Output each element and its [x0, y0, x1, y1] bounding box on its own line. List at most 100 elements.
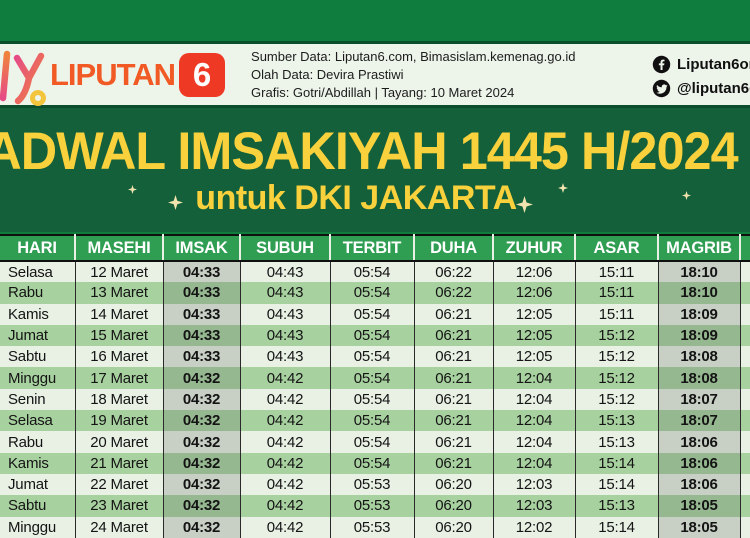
cell-terbit: 05:54 [330, 388, 415, 411]
star-icon [168, 195, 183, 210]
table-row: Senin 18 Maret 04:32 04:42 05:54 06:21 1… [0, 388, 750, 411]
page-subtitle: untuk DKI JAKARTA [195, 179, 517, 217]
cell-isya-partial [740, 282, 750, 303]
cell-duha: 06:22 [414, 282, 494, 304]
cell-zuhur: 12:06 [493, 261, 576, 283]
cell-subuh: 04:43 [240, 324, 331, 347]
liputan6-logo: LIPUTAN 6 [0, 44, 226, 106]
cell-hari: Minggu [0, 516, 76, 538]
cell-hari: Selasa [0, 261, 76, 283]
cell-masehi: 13 Maret [75, 282, 164, 304]
header-duha: DUHA [414, 234, 494, 262]
cell-masehi: 21 Maret [75, 452, 164, 474]
cell-terbit: 05:54 [330, 261, 415, 283]
table-row: Jumat 15 Maret 04:33 04:43 05:54 06:21 1… [0, 324, 750, 347]
cell-masehi: 15 Maret [75, 324, 164, 347]
cell-subuh: 04:42 [240, 431, 331, 453]
cell-duha: 06:21 [414, 303, 494, 325]
cell-imsak: 04:33 [163, 261, 241, 283]
imsakiyah-schedule-table: HARI MASEHI IMSAK SUBUH TERBIT DUHA ZUHU… [0, 234, 750, 538]
cell-imsak: 04:32 [163, 388, 241, 411]
cell-zuhur: 12:04 [493, 431, 576, 453]
table-row: Sabtu 16 Maret 04:33 04:43 05:54 06:21 1… [0, 346, 750, 368]
cell-zuhur: 12:04 [493, 410, 576, 432]
cell-terbit: 05:53 [330, 473, 415, 496]
cell-imsak: 04:33 [163, 324, 241, 347]
cell-masehi: 19 Maret [75, 410, 164, 432]
cell-duha: 06:21 [414, 388, 494, 411]
cell-zuhur: 12:05 [493, 346, 576, 368]
table-row: Rabu 13 Maret 04:33 04:43 05:54 06:22 12… [0, 282, 750, 304]
table-row: Minggu 24 Maret 04:32 04:42 05:53 06:20 … [0, 516, 750, 538]
cell-masehi: 23 Maret [75, 495, 164, 517]
cell-isya-partial [740, 410, 750, 431]
cell-zuhur: 12:04 [493, 367, 576, 389]
header-hari: HARI [0, 234, 76, 262]
cell-terbit: 05:54 [330, 431, 415, 453]
header-magrib: MAGRIB [658, 234, 741, 262]
cell-magrib: 18:06 [658, 473, 741, 496]
cell-asar: 15:12 [575, 346, 659, 368]
credit-olah-data: Olah Data: Devira Prastiwi [251, 66, 404, 82]
header-terbit: TERBIT [330, 234, 415, 262]
twitter-row: @liputan6dot [652, 77, 750, 100]
cell-masehi: 24 Maret [75, 516, 164, 538]
cell-asar: 15:14 [575, 452, 659, 474]
cell-masehi: 20 Maret [75, 431, 164, 453]
header-zuhur: ZUHUR [493, 234, 576, 262]
cell-magrib: 18:06 [658, 431, 741, 453]
cell-magrib: 18:05 [658, 516, 741, 538]
cell-zuhur: 12:02 [493, 516, 576, 538]
cell-subuh: 04:43 [240, 303, 331, 325]
cell-isya-partial [740, 517, 750, 538]
social-handles: Liputan6on @liputan6dot [652, 52, 750, 101]
cell-magrib: 18:09 [658, 303, 741, 325]
title-band: JADWAL IMSAKIYAH 1445 H/2024 M untuk DKI… [0, 108, 750, 232]
credit-grafis: Grafis: Gotri/Abdillah | Tayang: 10 Mare… [251, 84, 515, 100]
cell-magrib: 18:05 [658, 495, 741, 517]
cell-isya-partial [740, 325, 750, 346]
cell-duha: 06:21 [414, 324, 494, 347]
cell-asar: 15:13 [575, 495, 659, 517]
cell-zuhur: 12:05 [493, 324, 576, 347]
cell-hari: Kamis [0, 303, 76, 325]
schedule-header: HARI MASEHI IMSAK SUBUH TERBIT DUHA ZUHU… [0, 234, 750, 262]
cell-masehi: 14 Maret [75, 303, 164, 325]
facebook-icon [652, 55, 671, 74]
cell-imsak: 04:32 [163, 410, 241, 432]
table-row: Rabu 20 Maret 04:32 04:42 05:54 06:21 12… [0, 431, 750, 453]
cell-magrib: 18:09 [658, 324, 741, 347]
cell-subuh: 04:42 [240, 495, 331, 517]
cell-asar: 15:11 [575, 303, 659, 325]
facebook-row: Liputan6on [652, 53, 750, 76]
twitter-icon [652, 79, 671, 98]
cell-asar: 15:13 [575, 431, 659, 453]
cell-hari: Sabtu [0, 346, 76, 368]
cell-asar: 15:14 [575, 473, 659, 496]
cell-isya-partial [740, 261, 750, 282]
cell-terbit: 05:54 [330, 410, 415, 432]
cell-zuhur: 12:03 [493, 495, 576, 517]
brand-wordmark: LIPUTAN [50, 56, 176, 92]
cell-magrib: 18:07 [658, 410, 741, 432]
cell-subuh: 04:42 [240, 367, 331, 389]
kly-logo-mark-icon [0, 50, 46, 106]
page-title: JADWAL IMSAKIYAH 1445 H/2024 M [0, 122, 750, 181]
cell-imsak: 04:32 [163, 495, 241, 517]
star-icon [516, 196, 533, 213]
table-row: Selasa 19 Maret 04:32 04:42 05:54 06:21 … [0, 410, 750, 432]
cell-imsak: 04:32 [163, 431, 241, 453]
cell-duha: 06:20 [414, 473, 494, 496]
cell-masehi: 16 Maret [75, 346, 164, 368]
cell-isya-partial [740, 304, 750, 325]
twitter-handle: @liputan6dot [677, 80, 750, 97]
cell-isya-partial [740, 431, 750, 452]
schedule-table-wrap: HARI MASEHI IMSAK SUBUH TERBIT DUHA ZUHU… [0, 234, 750, 538]
star-icon [558, 183, 568, 193]
facebook-handle: Liputan6on [677, 56, 750, 73]
table-row: Selasa 12 Maret 04:33 04:43 05:54 06:22 … [0, 261, 750, 283]
cell-hari: Kamis [0, 452, 76, 474]
table-row: Jumat 22 Maret 04:32 04:42 05:53 06:20 1… [0, 473, 750, 496]
cell-subuh: 04:43 [240, 282, 331, 304]
